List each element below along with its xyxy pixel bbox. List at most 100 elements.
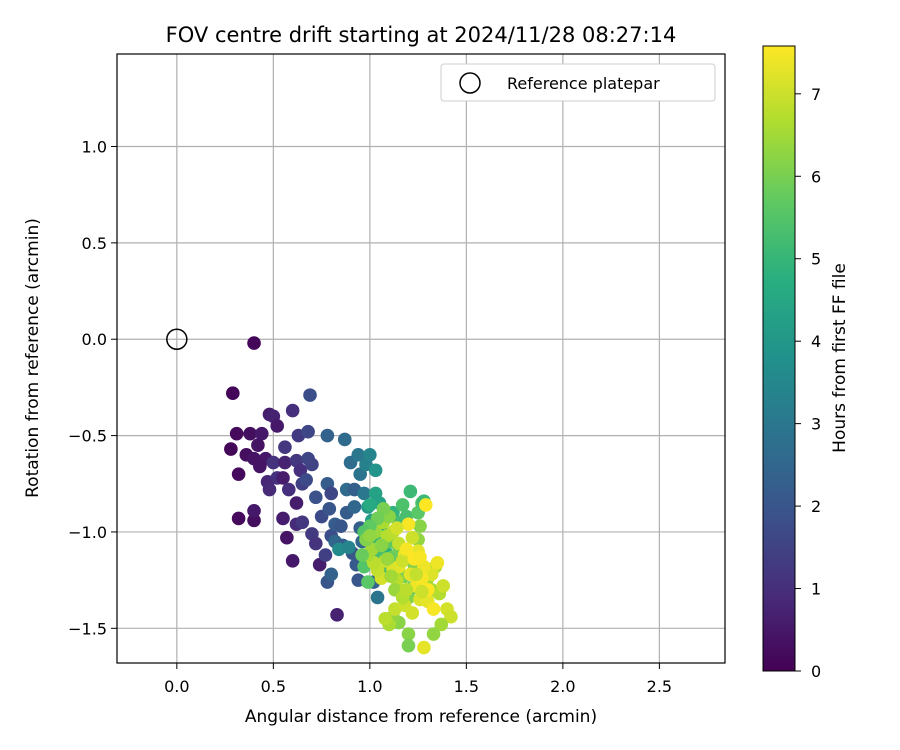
data-point bbox=[229, 426, 244, 441]
y-tick-label: 0.5 bbox=[82, 234, 107, 253]
data-point bbox=[330, 608, 344, 622]
data-point bbox=[368, 463, 383, 478]
x-axis-ticks: 0.0 0.5 1.0 1.5 2.0 2.5 bbox=[164, 663, 672, 696]
data-point bbox=[266, 455, 281, 470]
data-point bbox=[247, 336, 261, 350]
data-point bbox=[355, 548, 369, 562]
data-point bbox=[309, 536, 323, 551]
colorbar-tick-label: 3 bbox=[811, 415, 821, 434]
data-point bbox=[390, 521, 404, 535]
data-point bbox=[341, 540, 356, 555]
colorbar-tick-label: 5 bbox=[811, 250, 821, 269]
data-point bbox=[378, 611, 393, 626]
data-point bbox=[395, 498, 410, 512]
data-point bbox=[399, 542, 414, 557]
data-point bbox=[395, 554, 410, 568]
data-point bbox=[405, 530, 420, 545]
legend-marker bbox=[459, 72, 481, 94]
data-point bbox=[303, 388, 317, 402]
data-point bbox=[318, 548, 333, 562]
data-point bbox=[361, 575, 375, 589]
data-point bbox=[270, 419, 285, 433]
legend: Reference platepar bbox=[440, 63, 716, 102]
data-point bbox=[434, 617, 449, 632]
plot-frame bbox=[116, 53, 726, 664]
data-point bbox=[370, 590, 385, 605]
data-point bbox=[243, 426, 257, 441]
data-point bbox=[299, 473, 313, 487]
y-tick-label: 1.0 bbox=[82, 138, 107, 157]
data-point bbox=[309, 490, 323, 505]
colorbar-tick-label: 2 bbox=[811, 497, 821, 516]
data-point bbox=[347, 500, 362, 514]
colorbar: 0 1 2 3 4 5 6 7 Hours from first FF file bbox=[762, 45, 850, 681]
data-point bbox=[231, 467, 246, 481]
data-point bbox=[430, 555, 445, 570]
data-point bbox=[262, 482, 277, 497]
data-point bbox=[436, 579, 450, 593]
data-point bbox=[413, 519, 427, 533]
data-point bbox=[363, 448, 377, 462]
y-tick-label: 0.0 bbox=[82, 330, 107, 349]
data-point bbox=[374, 538, 389, 553]
data-point bbox=[226, 386, 240, 400]
x-tick-label: 0.5 bbox=[261, 677, 286, 696]
colorbar-tick-label: 4 bbox=[811, 332, 821, 351]
y-axis-ticks: −1.5 −1.0 −0.5 0.0 0.5 1.0 bbox=[68, 138, 117, 638]
data-point bbox=[426, 602, 441, 616]
data-point bbox=[301, 424, 315, 439]
data-point bbox=[419, 498, 433, 512]
reference-platepar-marker bbox=[166, 328, 188, 350]
data-point bbox=[247, 513, 261, 528]
data-point bbox=[444, 609, 458, 624]
data-point bbox=[324, 567, 339, 582]
legend-box bbox=[440, 63, 716, 102]
data-point bbox=[322, 502, 337, 516]
y-tick-label: −1.0 bbox=[68, 523, 107, 542]
x-axis-label: Angular distance from reference (arcmin) bbox=[245, 707, 597, 727]
data-point bbox=[289, 496, 304, 510]
data-point bbox=[285, 554, 300, 568]
data-point bbox=[253, 459, 267, 474]
y-tick-label: −0.5 bbox=[68, 427, 107, 446]
data-point bbox=[320, 428, 335, 443]
data-point bbox=[417, 640, 431, 655]
data-point bbox=[401, 638, 416, 653]
data-point bbox=[403, 484, 418, 499]
data-points bbox=[224, 336, 458, 655]
data-point bbox=[324, 486, 339, 501]
legend-label: Reference platepar bbox=[507, 74, 660, 93]
data-point bbox=[363, 498, 377, 512]
colorbar-tick-label: 0 bbox=[811, 662, 821, 681]
data-point bbox=[285, 403, 300, 418]
x-tick-label: 1.5 bbox=[454, 677, 479, 696]
colorbar-ticks: 0 1 2 3 4 5 6 7 bbox=[795, 85, 821, 681]
data-point bbox=[251, 438, 265, 453]
data-point bbox=[405, 606, 420, 620]
data-point bbox=[278, 440, 292, 454]
data-point bbox=[399, 582, 414, 597]
chart-title: FOV centre drift starting at 2024/11/28 … bbox=[166, 23, 677, 47]
x-tick-label: 2.0 bbox=[550, 677, 575, 696]
data-point bbox=[276, 511, 290, 526]
data-point bbox=[337, 432, 352, 447]
data-point bbox=[334, 519, 348, 533]
colorbar-tick-label: 7 bbox=[811, 85, 821, 104]
data-point bbox=[401, 627, 416, 641]
data-point bbox=[357, 486, 371, 501]
x-tick-label: 1.0 bbox=[357, 677, 382, 696]
data-point bbox=[426, 627, 441, 641]
data-point bbox=[247, 503, 261, 518]
colorbar-tick-label: 1 bbox=[811, 580, 821, 599]
data-point bbox=[278, 455, 292, 470]
data-point bbox=[224, 442, 238, 456]
data-point bbox=[276, 471, 290, 485]
data-point bbox=[401, 517, 416, 532]
x-tick-label: 2.5 bbox=[647, 677, 672, 696]
data-point bbox=[384, 569, 398, 584]
data-point bbox=[351, 448, 366, 462]
data-point bbox=[409, 567, 423, 582]
data-point bbox=[295, 515, 310, 530]
data-point bbox=[363, 529, 377, 543]
